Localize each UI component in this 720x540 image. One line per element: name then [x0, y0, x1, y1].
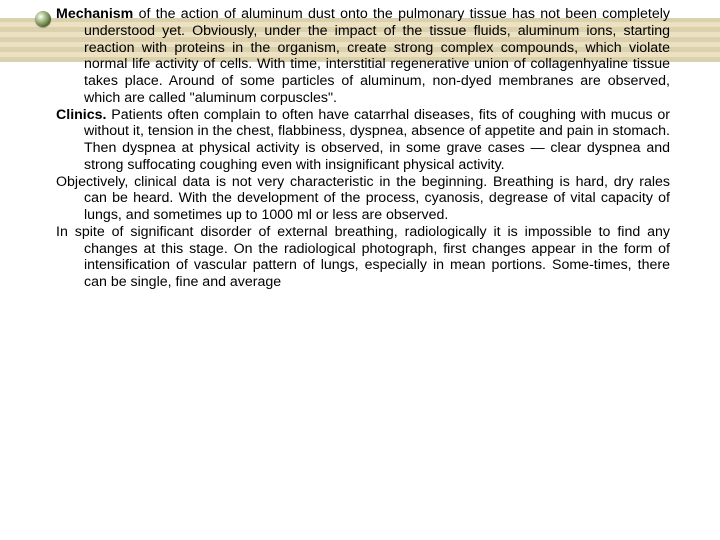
- slide-text-content: Mechanism of the action of aluminum dust…: [56, 6, 670, 291]
- lead-clinics: Clinics.: [56, 107, 106, 123]
- paragraph-objectively: Objectively, clinical data is not very c…: [56, 174, 670, 224]
- paragraph-mechanism: Mechanism of the action of aluminum dust…: [56, 6, 670, 107]
- body-mechanism: of the action of aluminum dust onto the …: [84, 6, 670, 106]
- paragraph-inspite: In spite of significant disorder of exte…: [56, 224, 670, 291]
- lead-mechanism: Mechanism: [56, 6, 133, 22]
- body-inspite: In spite of significant disorder of exte…: [56, 224, 670, 290]
- bullet-icon: [35, 11, 51, 27]
- paragraph-clinics: Clinics. Patients often complain to ofte…: [56, 107, 670, 174]
- body-objectively: Objectively, clinical data is not very c…: [56, 174, 670, 224]
- body-clinics: Patients often complain to often have ca…: [84, 107, 670, 173]
